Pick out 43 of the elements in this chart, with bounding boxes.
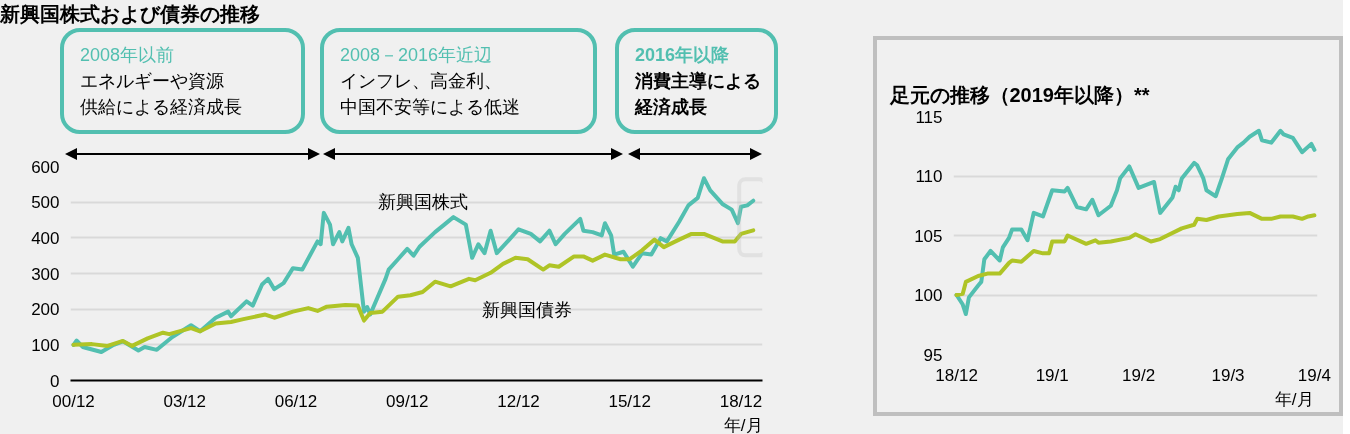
x-tick-label: 12/12 xyxy=(497,391,540,411)
x-tick-label: 19/4 xyxy=(1297,365,1331,385)
text: インフレ、高金利、 xyxy=(340,70,503,93)
text: 2016年以降 xyxy=(635,44,731,67)
y-tick-label: 500 xyxy=(31,193,60,213)
series-label: 新興国債券 xyxy=(482,299,573,320)
chart-title: 新興国株式および債券の推移 xyxy=(0,2,260,27)
y-tick-label: 400 xyxy=(31,228,60,248)
x-axis-title: 年/月 xyxy=(1274,389,1314,409)
x-tick-label: 19/3 xyxy=(1211,365,1245,385)
x-tick-label: 15/12 xyxy=(608,391,651,411)
x-tick-label: 19/1 xyxy=(1035,365,1069,385)
text: 中国不安等による低迷 xyxy=(340,96,521,119)
y-tick-label: 100 xyxy=(31,335,60,355)
text: 2008年以前 xyxy=(80,44,176,67)
chart-title: 足元の推移（2019年以降）** xyxy=(888,83,1150,106)
x-tick-label: 18/12 xyxy=(935,365,978,385)
x-tick-label: 18/12 xyxy=(719,391,763,411)
text: 経済成長 xyxy=(635,96,708,119)
line-series xyxy=(71,228,756,348)
text: 2008－2016年近辺 xyxy=(340,44,494,67)
series-label: 新興国株式 xyxy=(378,191,469,212)
line-series xyxy=(954,210,1317,297)
y-tick-label: 600 xyxy=(31,157,60,177)
text: 消費主導による xyxy=(635,70,762,93)
y-tick-label: 105 xyxy=(914,226,943,246)
line-series xyxy=(71,176,756,354)
text: 供給による経済成長 xyxy=(80,96,243,119)
x-tick-label: 09/12 xyxy=(385,391,429,411)
y-tick-label: 300 xyxy=(31,264,60,284)
x-tick-label: 19/2 xyxy=(1122,365,1156,385)
y-tick-label: 0 xyxy=(50,371,60,391)
y-tick-label: 115 xyxy=(915,107,943,127)
y-tick-label: 110 xyxy=(915,167,943,186)
line-series xyxy=(954,128,1317,317)
y-tick-label: 100 xyxy=(914,286,943,305)
x-axis-title: 年/月 xyxy=(723,415,763,434)
y-tick-label: 95 xyxy=(923,345,943,365)
x-tick-label: 03/12 xyxy=(163,391,206,411)
text: エネルギーや資源 xyxy=(80,70,225,93)
x-tick-label: 00/12 xyxy=(52,391,95,411)
x-tick-label: 06/12 xyxy=(274,391,318,411)
y-tick-label: 200 xyxy=(31,300,60,320)
